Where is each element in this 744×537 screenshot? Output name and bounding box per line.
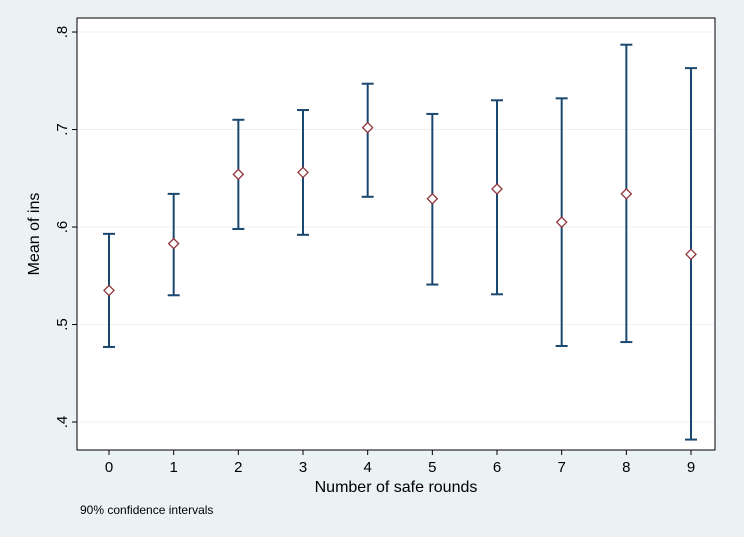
y-axis-label: Mean of ins	[26, 193, 43, 276]
x-tick-label: 3	[299, 459, 307, 476]
mean-marker	[232, 168, 245, 181]
x-tick-label: 0	[105, 459, 113, 476]
mean-marker	[491, 183, 503, 195]
mean-marker	[620, 187, 633, 200]
x-tick-label: 7	[558, 459, 566, 476]
y-tick-label: .7	[54, 123, 71, 136]
note: 90% confidence intervals	[80, 503, 213, 517]
x-tick-label: 1	[170, 459, 178, 476]
mean-marker	[426, 192, 439, 205]
mean-marker	[297, 166, 309, 179]
y-tick-label: .4	[54, 416, 71, 429]
x-tick-label: 8	[622, 459, 630, 476]
mean-marker	[555, 216, 568, 229]
y-tick-label: .6	[54, 221, 71, 234]
x-tick-label: 6	[493, 459, 501, 476]
mean-marker	[685, 248, 697, 261]
mean-marker	[167, 237, 180, 250]
plot-area	[76, 17, 716, 451]
y-tick-label: .8	[54, 26, 71, 39]
x-tick-label: 5	[428, 459, 436, 476]
mean-marker	[103, 284, 115, 297]
x-axis-label: Number of safe rounds	[315, 479, 478, 496]
y-tick-label: .5	[54, 318, 71, 331]
x-tick-label: 2	[234, 459, 242, 476]
x-tick-label: 4	[364, 459, 372, 476]
x-tick-label: 9	[687, 459, 695, 476]
mean-marker	[361, 121, 374, 134]
